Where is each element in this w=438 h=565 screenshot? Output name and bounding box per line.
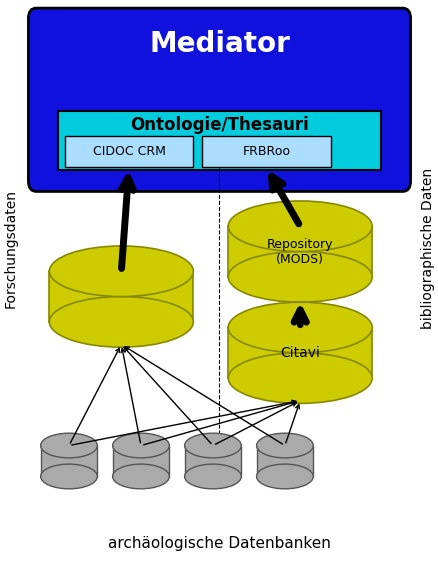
Bar xyxy=(228,328,371,378)
Bar xyxy=(184,446,241,476)
Ellipse shape xyxy=(49,297,193,347)
Ellipse shape xyxy=(256,433,313,458)
Ellipse shape xyxy=(228,302,371,353)
Text: FRBRoo: FRBRoo xyxy=(242,145,290,158)
Text: Forschungsdaten: Forschungsdaten xyxy=(4,189,18,308)
Text: Ontologie/Thesauri: Ontologie/Thesauri xyxy=(130,115,308,133)
Ellipse shape xyxy=(228,201,371,251)
Ellipse shape xyxy=(113,433,169,458)
Text: CIDOC CRM: CIDOC CRM xyxy=(92,145,165,158)
Text: Mediator: Mediator xyxy=(149,30,289,58)
Ellipse shape xyxy=(228,353,371,403)
Bar xyxy=(49,271,193,322)
Bar xyxy=(256,446,313,476)
Ellipse shape xyxy=(49,246,193,297)
Text: bibliographische Daten: bibliographische Daten xyxy=(420,168,434,329)
Ellipse shape xyxy=(256,464,313,489)
Ellipse shape xyxy=(184,464,241,489)
FancyBboxPatch shape xyxy=(201,136,330,167)
FancyBboxPatch shape xyxy=(58,111,380,170)
Text: Citavi: Citavi xyxy=(279,346,319,360)
Bar xyxy=(113,446,169,476)
Bar xyxy=(228,226,371,277)
FancyBboxPatch shape xyxy=(64,136,193,167)
Ellipse shape xyxy=(184,433,241,458)
Ellipse shape xyxy=(41,433,97,458)
Ellipse shape xyxy=(113,464,169,489)
FancyBboxPatch shape xyxy=(28,8,410,192)
Text: Repository
(MODS): Repository (MODS) xyxy=(266,237,333,266)
Bar xyxy=(41,446,97,476)
Ellipse shape xyxy=(41,464,97,489)
Text: archäologische Datenbanken: archäologische Datenbanken xyxy=(108,536,330,551)
Ellipse shape xyxy=(228,251,371,302)
